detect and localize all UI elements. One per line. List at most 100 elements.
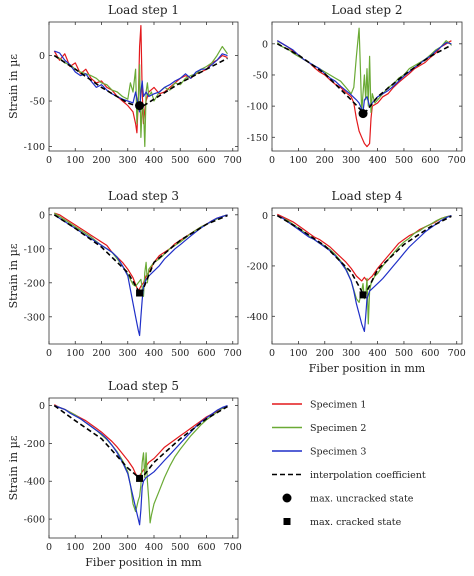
series-line-interpolation (276, 214, 452, 297)
x-tick-label: 0 (46, 542, 52, 553)
series-line-interpolation (53, 214, 228, 296)
x-tick-label: 300 (342, 348, 360, 359)
x-tick-label: 700 (224, 348, 242, 359)
x-tick-label: 500 (171, 155, 189, 166)
x-tick-label: 100 (66, 155, 84, 166)
series-line-specimen3 (54, 405, 228, 526)
y-tick-label: -100 (247, 102, 268, 113)
series-line-specimen3 (277, 215, 452, 332)
x-tick-label: 600 (197, 155, 215, 166)
series-line-specimen1 (276, 40, 452, 148)
y-tick-label: -150 (247, 133, 268, 144)
y-tick-label: 0 (39, 210, 45, 221)
y-tick-label: 0 (262, 211, 268, 222)
x-tick-label: 600 (421, 348, 439, 359)
plot-frame (271, 207, 463, 345)
uncracked-marker (358, 109, 368, 119)
x-tick-label: 500 (171, 542, 189, 553)
x-tick-label: 300 (119, 155, 137, 166)
y-tick-label: -400 (24, 477, 45, 488)
y-axis-label: Strain in µε (7, 243, 20, 308)
x-axis-label: Fiber position in mm (309, 362, 426, 375)
plot-frame (48, 21, 239, 152)
series-line-specimen2 (53, 212, 228, 297)
legend-label: interpolation coefficient (310, 470, 426, 481)
series-line-interpolation (53, 404, 228, 481)
legend-swatch (282, 493, 292, 503)
chart-title: Load step 1 (108, 3, 179, 17)
chart-panel-2: Load step 2 0 100 200 300 400 500 600 700 0 -50 -10… (247, 3, 466, 166)
cracked-marker (136, 474, 144, 482)
uncracked-marker (135, 101, 145, 111)
y-tick-label: -200 (24, 439, 45, 450)
cracked-marker (359, 291, 367, 299)
x-tick-label: 400 (145, 542, 163, 553)
legend-label: Specimen 2 (310, 423, 366, 434)
y-tick-label: -100 (24, 244, 45, 255)
x-tick-label: 700 (224, 542, 242, 553)
x-tick-label: 0 (46, 155, 52, 166)
chart-title: Load step 5 (108, 379, 179, 393)
x-tick-label: 300 (119, 542, 137, 553)
legend-swatch (283, 518, 291, 525)
chart-panel-1: Load step 1 0 100 200 300 400 500 600 700 0 -50 -10… (7, 3, 242, 166)
x-tick-label: 400 (368, 155, 386, 166)
legend-item-specimen2: Specimen 2 (272, 423, 366, 434)
x-tick-label: 200 (316, 155, 334, 166)
y-tick-label: -300 (24, 312, 45, 323)
series-line-interpolation (53, 54, 228, 109)
legend: Specimen 1 Specimen 2 Specimen 3 interpolat… (272, 400, 426, 528)
x-tick-label: 300 (119, 348, 137, 359)
x-axis-label: Fiber position in mm (85, 556, 202, 569)
chart-panel-3: Load step 3 0 100 200 300 400 500 600 700 0 -100 -2… (7, 189, 242, 359)
x-tick-label: 600 (421, 155, 439, 166)
x-tick-label: 400 (145, 348, 163, 359)
x-tick-label: 700 (448, 155, 466, 166)
legend-label: max. uncracked state (310, 494, 414, 505)
chart-title: Load step 2 (331, 3, 402, 17)
chart-panel-4: Load step 4 0 100 200 300 400 500 600 700 0 -200 -4… (247, 189, 466, 375)
legend-label: Specimen 3 (310, 447, 366, 458)
legend-item-uncracked: max. uncracked state (282, 493, 414, 505)
legend-item-specimen1: Specimen 1 (272, 400, 366, 411)
chart-title: Load step 3 (108, 189, 179, 203)
y-tick-label: 0 (39, 51, 45, 62)
chart-panels: Load step 1 0 100 200 300 400 500 600 700 0 -50 -10… (7, 3, 466, 569)
legend-item-specimen3: Specimen 3 (272, 447, 366, 458)
x-tick-label: 200 (316, 348, 334, 359)
y-tick-label: -200 (24, 278, 45, 289)
x-tick-label: 100 (66, 542, 84, 553)
x-tick-label: 200 (92, 542, 110, 553)
legend-label: max. cracked state (310, 517, 402, 528)
x-tick-label: 100 (289, 348, 307, 359)
chart-title: Load step 4 (331, 189, 402, 203)
legend-item-interpolation: interpolation coefficient (272, 470, 426, 481)
plot-frame (48, 397, 239, 539)
y-tick-label: 0 (39, 401, 45, 412)
x-tick-label: 100 (289, 155, 307, 166)
y-tick-label: 0 (262, 39, 268, 50)
plot-frame (271, 21, 463, 152)
x-tick-label: 200 (92, 155, 110, 166)
x-tick-label: 400 (145, 155, 163, 166)
y-tick-label: -50 (253, 70, 268, 81)
x-tick-label: 500 (395, 155, 413, 166)
x-tick-label: 0 (269, 155, 275, 166)
plot-frame (48, 207, 239, 345)
x-tick-label: 100 (66, 348, 84, 359)
x-tick-label: 300 (342, 155, 360, 166)
y-axis-label: Strain in µε (7, 435, 20, 500)
x-tick-label: 0 (46, 348, 52, 359)
series-line-specimen1 (54, 404, 228, 479)
series-line-specimen1 (277, 213, 452, 282)
x-tick-label: 0 (269, 348, 275, 359)
series-line-specimen3 (53, 214, 228, 337)
x-tick-label: 500 (395, 348, 413, 359)
y-tick-label: -600 (24, 515, 45, 526)
legend-item-cracked: max. cracked state (283, 517, 402, 528)
legend-label: Specimen 1 (310, 400, 366, 411)
x-tick-label: 500 (171, 348, 189, 359)
y-tick-label: -50 (30, 97, 45, 108)
x-tick-label: 600 (197, 348, 215, 359)
